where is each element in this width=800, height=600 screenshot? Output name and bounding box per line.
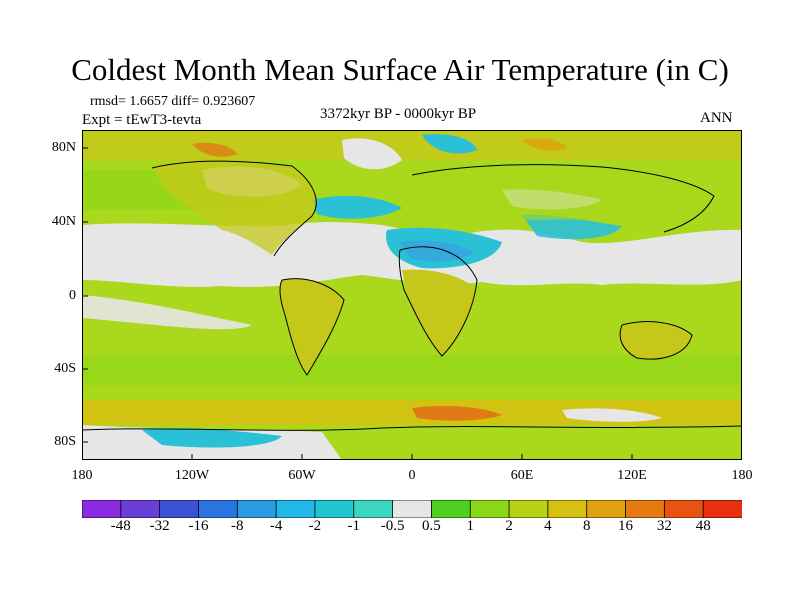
colorbar-label: -48: [110, 518, 131, 534]
colorbar-swatch: [508, 500, 549, 518]
colorbar-label: -0.5: [380, 518, 405, 534]
colorbar-swatch: [392, 500, 433, 518]
coastline-australia: [619, 321, 693, 360]
lon-label-60w: 60W: [288, 468, 316, 483]
colorbar: [82, 500, 742, 518]
colorbar-swatch: [236, 500, 278, 518]
arctic-hot-2: [522, 138, 567, 151]
colorbar-label: -1: [347, 518, 361, 534]
colorbar-label: 1: [466, 518, 474, 534]
colorbar-swatch: [625, 500, 666, 518]
colorbar-label: 4: [544, 518, 552, 534]
season-label: ANN: [700, 110, 733, 126]
colorbar-swatch: [159, 500, 200, 518]
map-title: Coldest Month Mean Surface Air Temperatu…: [71, 52, 729, 87]
asia-cool: [522, 214, 622, 240]
lon-label-120w: 120W: [174, 468, 210, 483]
colorbar-label: -4: [269, 518, 283, 534]
period-label: 3372kyr BP - 0000kyr BP: [320, 106, 477, 122]
colorbar-swatch: [275, 500, 316, 518]
arctic-hot-1: [192, 142, 237, 157]
lat-label-80s: 80S: [54, 434, 76, 449]
antarctic-warm: [82, 400, 742, 425]
colorbar-swatch: [469, 500, 510, 518]
colorbar-label: 48: [695, 518, 711, 534]
coastline-antarctica: [82, 425, 742, 431]
colorbar-swatch: [353, 500, 394, 518]
map-ticks: [82, 147, 633, 460]
coastline-north-america: [151, 160, 317, 257]
arctic-belt: [82, 130, 742, 160]
north-atlantic-cool: [312, 195, 402, 219]
lat-label-40s: 40S: [54, 361, 76, 376]
colorbar-label: 0.5: [422, 518, 441, 534]
lon-label-120e: 120E: [617, 468, 647, 483]
colorbar-swatch: [586, 500, 627, 518]
colorbar-swatch: [663, 500, 705, 518]
colorbar-label: 32: [656, 518, 672, 534]
band-south-ocean: [82, 355, 742, 385]
lon-label-180-west: 180: [71, 468, 93, 483]
colorbar-swatch: [314, 500, 355, 518]
colorbar-swatch: [198, 500, 239, 518]
coastline-africa: [398, 246, 478, 357]
africa: [402, 269, 477, 355]
colorbar-label: 8: [582, 518, 591, 534]
colorbar-swatch: [431, 500, 472, 518]
antarctic-east: [342, 427, 742, 460]
colorbar-swatch: [82, 500, 122, 518]
south-pacific-band: [82, 295, 252, 330]
coastline-south-america: [279, 278, 345, 376]
colorbar-label: -16: [188, 518, 209, 534]
greenland-pale: [342, 138, 402, 170]
colorbar-label: 16: [618, 518, 633, 534]
lat-label-40n: 40N: [51, 214, 76, 229]
colorbar-swatch: [120, 500, 161, 518]
north-america: [152, 158, 316, 255]
colorbar-label: -8: [231, 518, 244, 534]
antarctic-east-pale: [562, 408, 662, 422]
lat-label-80n: 80N: [51, 140, 76, 155]
antarctic-cool: [142, 428, 282, 448]
colorbar-label: 2: [505, 518, 513, 534]
lon-label-60e: 60E: [510, 468, 534, 483]
colorbar-label: -2: [308, 518, 322, 534]
coastlines: [82, 160, 742, 431]
experiment-label: Expt = tEwT3-tevta: [82, 112, 202, 128]
colorbar-swatch: [547, 500, 588, 518]
stats-text: rmsd= 1.6657 diff= 0.923607: [90, 94, 256, 109]
arctic-cool-1: [422, 134, 477, 154]
antarctic-hot: [412, 406, 502, 421]
lat-label-0: 0: [69, 288, 76, 303]
lon-label-180-east: 180: [731, 468, 753, 483]
coastline-eurasia: [411, 164, 715, 233]
colorbar-swatch: [702, 500, 742, 518]
lon-label-0: 0: [408, 468, 416, 483]
australia: [620, 321, 692, 360]
temperature-map: [82, 130, 742, 460]
eurasia: [412, 162, 712, 230]
colorbar-label: -32: [149, 518, 170, 534]
